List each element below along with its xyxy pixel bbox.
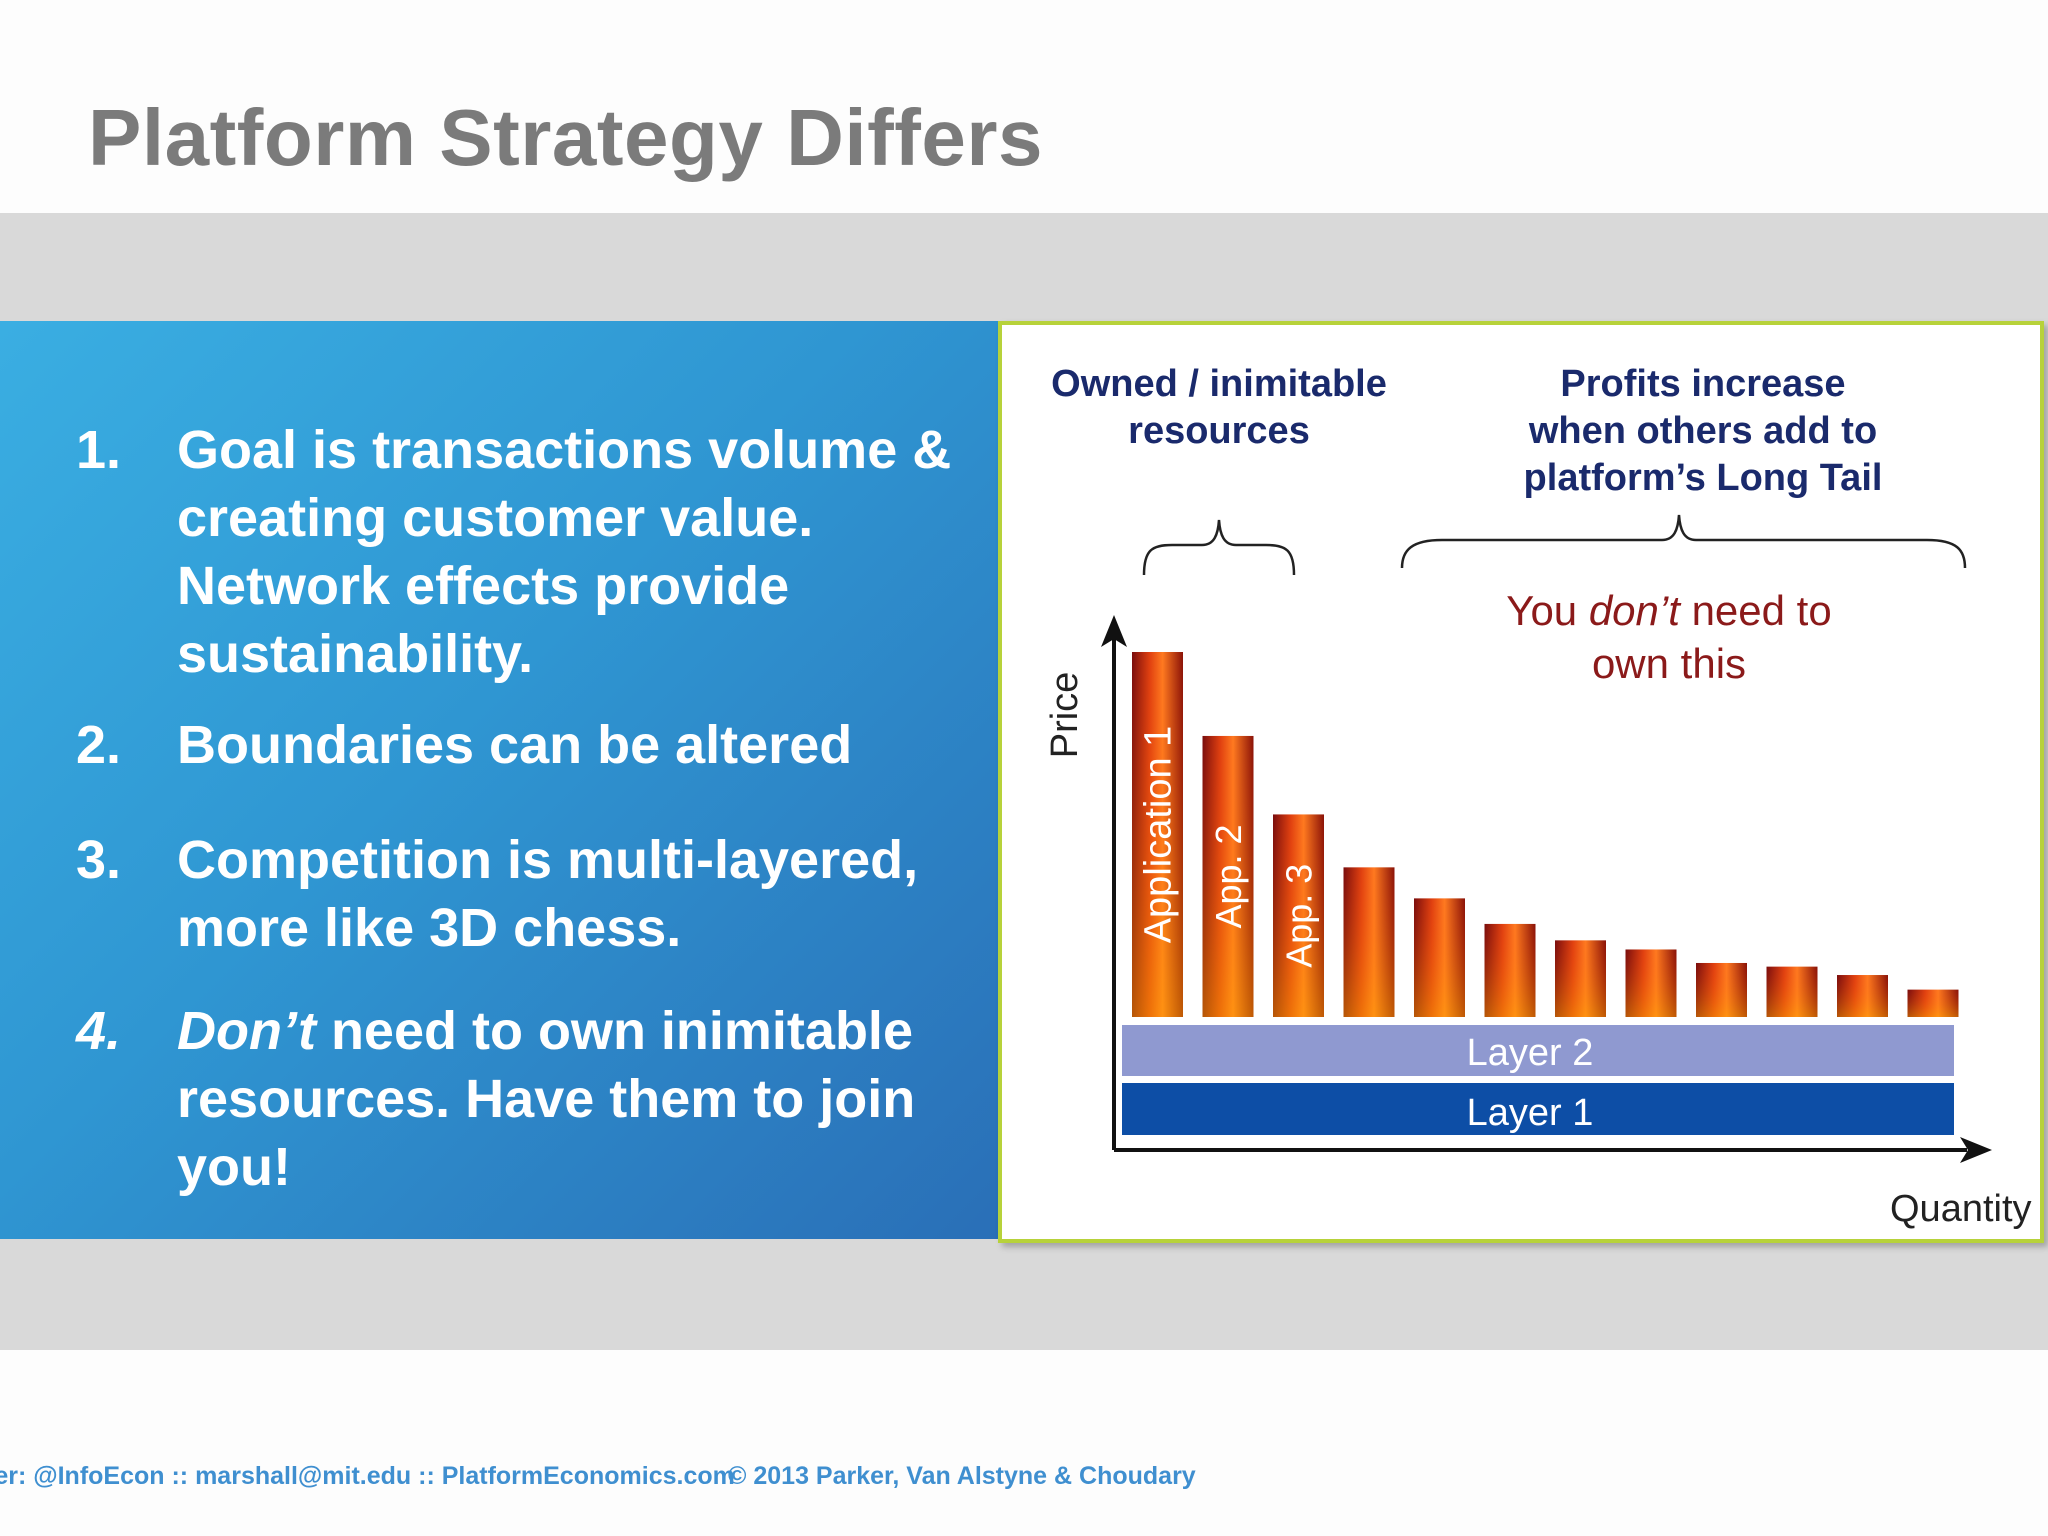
x-axis-arrow xyxy=(1960,1137,1992,1163)
bar-shade-7 xyxy=(1555,940,1606,1017)
bar-shade-1 xyxy=(1132,652,1183,1017)
footer: ter: @InfoEcon :: marshall@mit.edu :: Pl… xyxy=(0,1462,2048,1492)
bar-shade-6 xyxy=(1484,923,1536,1017)
footer-contact: ter: @InfoEcon :: marshall@mit.edu :: Pl… xyxy=(0,1462,735,1490)
bar-shade-5 xyxy=(1414,898,1465,1017)
application-bars: Application 1 App. 2 App. 3 xyxy=(1132,652,1959,1017)
profits-label-line2: when others add to xyxy=(1528,410,1877,452)
y-axis-label: Price xyxy=(1044,672,1086,759)
list-text: Don’t need to own inimitable resources. … xyxy=(177,997,977,1201)
bar-shade-9 xyxy=(1696,962,1747,1017)
bar-shade-11 xyxy=(1837,975,1888,1017)
diagram-svg: Owned / inimitable resources Profits inc… xyxy=(1044,363,2032,1230)
list-number: 3. xyxy=(76,830,122,890)
bar-label-1: Application 1 xyxy=(1138,726,1180,944)
layer-1-label: Layer 1 xyxy=(1467,1092,1594,1134)
bar-shade-12 xyxy=(1907,989,1959,1017)
list-text: Boundaries can be altered xyxy=(177,715,853,775)
bar-shade-8 xyxy=(1625,949,1677,1017)
slide-title: Platform Strategy Differs xyxy=(88,93,1043,182)
owned-brace xyxy=(1142,519,1296,576)
list-text: Goal is transactions volume & creating c… xyxy=(177,420,952,684)
list-number: 4. xyxy=(76,1001,122,1061)
bar-shade-10 xyxy=(1766,966,1818,1017)
bar-shade-2 xyxy=(1202,735,1254,1017)
list-emphasis: Don’t xyxy=(177,1001,316,1061)
layer-1-band xyxy=(1122,1083,1954,1135)
x-axis-label: Quantity xyxy=(1890,1188,2032,1230)
bar-label-3: App. 3 xyxy=(1279,864,1320,968)
long-tail-diagram: Owned / inimitable resources Profits inc… xyxy=(998,321,2044,1243)
points-panel: 1. Goal is transactions volume & creatin… xyxy=(0,321,998,1239)
ownership-note-line1: You don’t need to xyxy=(1506,587,1831,634)
owned-label-line1: Owned / inimitable xyxy=(1051,363,1387,405)
bar-label-2: App. 2 xyxy=(1208,824,1249,928)
ownership-note-line2: own this xyxy=(1592,640,1746,687)
owned-label-line2: resources xyxy=(1128,410,1310,452)
list-text-rest: need to own inimitable resources. Have t… xyxy=(177,1001,916,1197)
profits-label-line1: Profits increase xyxy=(1560,363,1845,405)
bar-shade-4 xyxy=(1343,867,1395,1017)
layer-2-band xyxy=(1122,1025,1954,1076)
footer-copyright: © 2013 Parker, Van Alstyne & Choudary xyxy=(728,1462,1196,1490)
layer-2-label: Layer 2 xyxy=(1467,1032,1594,1074)
list-number: 1. xyxy=(76,420,122,480)
y-axis-arrow xyxy=(1101,615,1127,647)
list-number: 2. xyxy=(76,715,122,775)
bar-shade-3 xyxy=(1273,814,1324,1017)
list-text: Competition is multi-layered, more like … xyxy=(177,830,919,958)
long-tail-brace xyxy=(1400,514,1967,569)
profits-label-line3: platform’s Long Tail xyxy=(1524,457,1883,499)
